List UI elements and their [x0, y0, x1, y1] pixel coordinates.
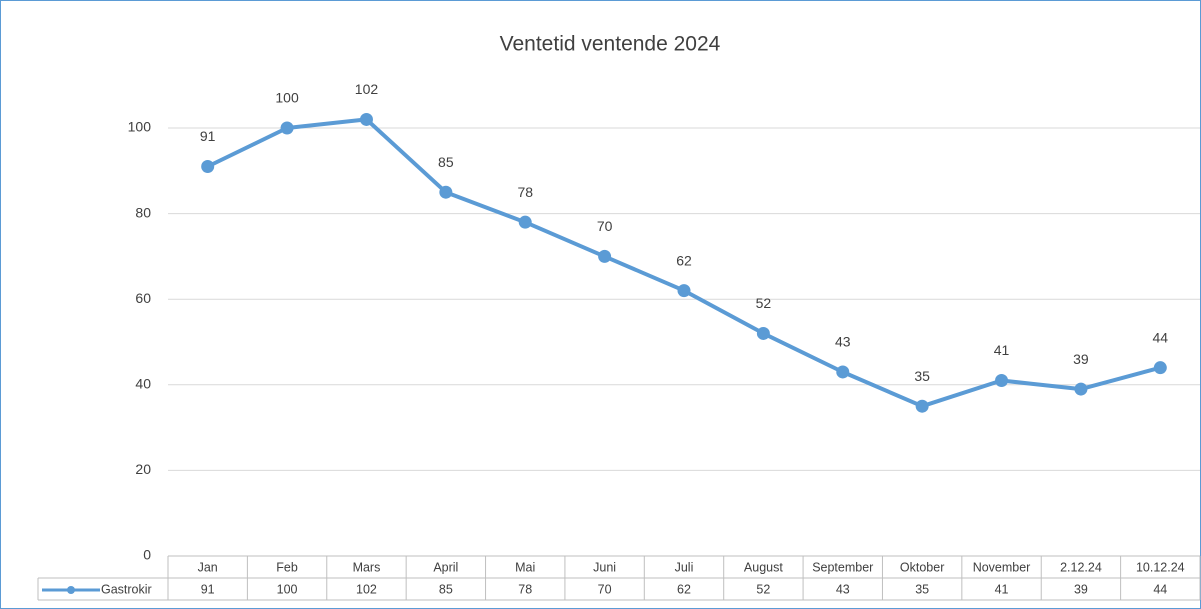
data-label: 41 [994, 342, 1010, 358]
y-tick-label: 80 [135, 204, 151, 220]
table-value: 85 [439, 582, 453, 596]
x-tick-label: 2.12.24 [1060, 560, 1102, 574]
table-value: 35 [915, 582, 929, 596]
data-label: 44 [1153, 329, 1169, 345]
table-value: 78 [518, 582, 532, 596]
data-label: 39 [1073, 351, 1089, 367]
x-tick-label: Oktober [900, 560, 944, 574]
table-value: 102 [356, 582, 377, 596]
point [756, 326, 770, 340]
data-label: 102 [355, 81, 379, 97]
y-tick-label: 100 [128, 119, 152, 135]
y-tick-label: 0 [143, 547, 151, 563]
x-tick-label: April [433, 560, 458, 574]
data-label: 52 [756, 295, 772, 311]
x-tick-label: September [812, 560, 873, 574]
point [915, 399, 929, 413]
data-label: 91 [200, 128, 216, 144]
data-label: 78 [517, 184, 533, 200]
table-value: 43 [836, 582, 850, 596]
data-label: 100 [275, 90, 299, 106]
point [518, 215, 532, 229]
table-value: 70 [598, 582, 612, 596]
table-value: 62 [677, 582, 691, 596]
point [995, 374, 1009, 388]
point [1074, 382, 1088, 396]
x-tick-label: Mai [515, 560, 535, 574]
x-tick-label: Feb [276, 560, 298, 574]
table-value: 52 [756, 582, 770, 596]
data-label: 85 [438, 154, 454, 170]
x-tick-label: Jan [198, 560, 218, 574]
point [598, 249, 612, 263]
x-tick-label: Juni [593, 560, 616, 574]
data-label: 70 [597, 218, 613, 234]
table-value: 41 [995, 582, 1009, 596]
point [1153, 361, 1167, 375]
point [439, 185, 453, 199]
x-tick-label: 10.12.24 [1136, 560, 1185, 574]
point [836, 365, 850, 379]
data-label: 62 [676, 252, 692, 268]
y-tick-label: 40 [135, 376, 151, 392]
x-tick-label: Mars [353, 560, 381, 574]
point [677, 284, 691, 298]
table-value: 100 [277, 582, 298, 596]
table-value: 39 [1074, 582, 1088, 596]
legend-marker [67, 586, 75, 594]
y-tick-label: 60 [135, 290, 151, 306]
legend-label: Gastrokir [101, 582, 152, 596]
point [280, 121, 294, 135]
point [201, 160, 215, 174]
y-tick-label: 20 [135, 461, 151, 477]
x-tick-label: November [973, 560, 1031, 574]
table-value: 91 [201, 582, 215, 596]
x-tick-label: Juli [675, 560, 694, 574]
point [359, 112, 373, 126]
data-label: 35 [914, 368, 930, 384]
chart-title: Ventetid ventende 2024 [500, 33, 721, 56]
data-label: 43 [835, 334, 851, 350]
x-tick-label: August [744, 560, 783, 574]
table-value: 44 [1153, 582, 1167, 596]
